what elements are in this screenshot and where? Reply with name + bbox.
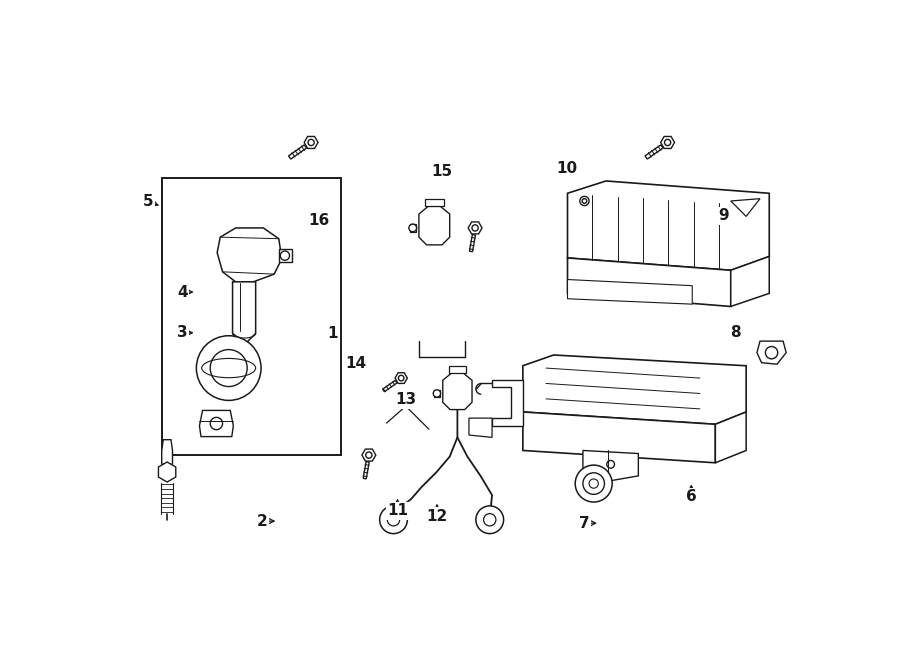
- Text: 5: 5: [143, 194, 153, 209]
- Circle shape: [280, 251, 290, 260]
- Polygon shape: [731, 199, 760, 216]
- Polygon shape: [418, 206, 450, 245]
- Polygon shape: [661, 136, 674, 149]
- Polygon shape: [448, 366, 466, 373]
- Text: 10: 10: [556, 161, 577, 176]
- Bar: [163, 178, 341, 455]
- Polygon shape: [382, 380, 397, 392]
- Polygon shape: [568, 258, 731, 307]
- Circle shape: [308, 139, 314, 145]
- Circle shape: [664, 139, 670, 145]
- Text: 1: 1: [328, 327, 338, 341]
- Circle shape: [580, 196, 590, 206]
- Polygon shape: [492, 379, 523, 426]
- Polygon shape: [731, 256, 770, 307]
- Polygon shape: [443, 373, 472, 410]
- Polygon shape: [716, 412, 746, 463]
- Circle shape: [583, 473, 605, 494]
- Polygon shape: [583, 450, 638, 481]
- Polygon shape: [395, 373, 408, 383]
- Text: 15: 15: [431, 165, 453, 179]
- Polygon shape: [425, 199, 444, 206]
- Polygon shape: [523, 355, 746, 424]
- Circle shape: [409, 224, 417, 232]
- Circle shape: [590, 479, 598, 488]
- Polygon shape: [279, 249, 292, 262]
- Polygon shape: [645, 145, 663, 159]
- Polygon shape: [470, 235, 475, 252]
- Text: 16: 16: [309, 214, 329, 228]
- Text: 2: 2: [257, 514, 267, 529]
- Polygon shape: [568, 181, 770, 270]
- Circle shape: [196, 336, 261, 401]
- Circle shape: [211, 350, 248, 387]
- Text: 12: 12: [427, 508, 447, 524]
- Text: 6: 6: [686, 489, 697, 504]
- Text: 7: 7: [580, 516, 590, 531]
- Circle shape: [575, 465, 612, 502]
- Circle shape: [399, 375, 404, 381]
- Polygon shape: [162, 440, 173, 464]
- Circle shape: [476, 506, 504, 533]
- Polygon shape: [200, 410, 233, 437]
- Text: 9: 9: [718, 208, 728, 223]
- Polygon shape: [434, 390, 440, 397]
- Circle shape: [211, 417, 222, 430]
- Polygon shape: [410, 224, 416, 232]
- Text: 14: 14: [346, 356, 366, 371]
- Polygon shape: [523, 412, 716, 463]
- Polygon shape: [364, 461, 369, 479]
- Polygon shape: [757, 341, 787, 364]
- Polygon shape: [158, 462, 176, 482]
- Text: 11: 11: [387, 504, 408, 518]
- Polygon shape: [568, 280, 692, 304]
- Circle shape: [365, 452, 372, 458]
- Circle shape: [387, 514, 400, 526]
- Polygon shape: [304, 136, 318, 149]
- Circle shape: [607, 461, 615, 468]
- Circle shape: [380, 506, 408, 533]
- Text: 13: 13: [395, 393, 417, 407]
- Text: 3: 3: [177, 325, 188, 340]
- Polygon shape: [469, 418, 492, 438]
- Text: 4: 4: [177, 285, 188, 299]
- Circle shape: [472, 225, 478, 231]
- Text: 8: 8: [730, 325, 741, 340]
- Polygon shape: [468, 222, 482, 234]
- Circle shape: [765, 346, 778, 359]
- Polygon shape: [217, 228, 282, 282]
- Circle shape: [483, 514, 496, 526]
- Circle shape: [582, 199, 587, 204]
- Circle shape: [433, 390, 441, 397]
- Polygon shape: [232, 282, 256, 344]
- Polygon shape: [362, 449, 376, 461]
- Polygon shape: [289, 145, 307, 159]
